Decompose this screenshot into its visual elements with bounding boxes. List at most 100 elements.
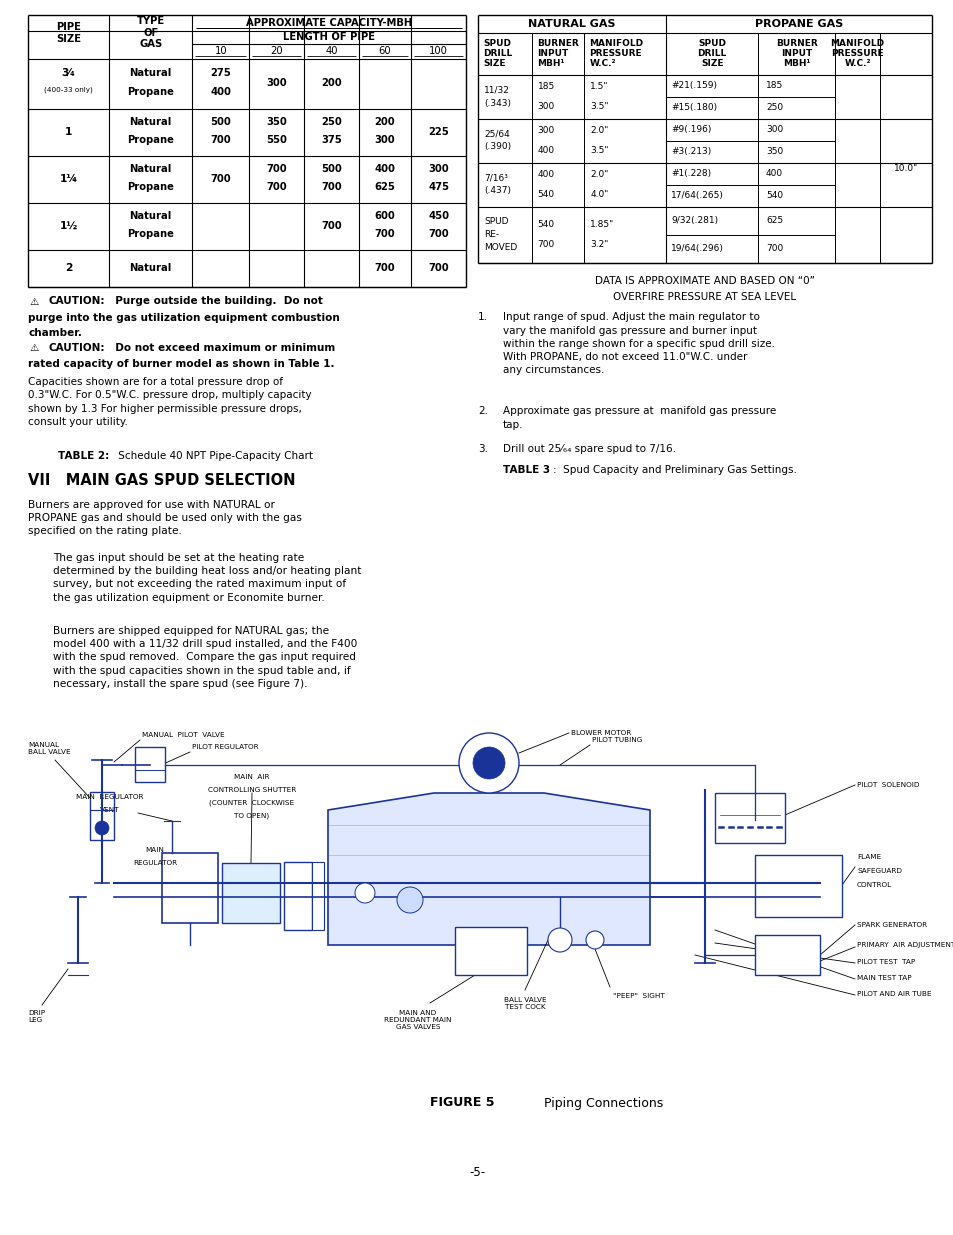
Text: 1¼: 1¼ bbox=[59, 174, 77, 184]
Text: 20: 20 bbox=[270, 46, 283, 57]
Text: 200: 200 bbox=[320, 79, 341, 89]
Text: PRESSURE: PRESSURE bbox=[830, 49, 882, 58]
Text: 600: 600 bbox=[375, 211, 395, 221]
Text: 500: 500 bbox=[210, 116, 231, 127]
Text: 400: 400 bbox=[537, 170, 555, 179]
Text: 700: 700 bbox=[320, 182, 341, 191]
Text: MAIN  REGULATOR: MAIN REGULATOR bbox=[76, 794, 144, 800]
Bar bbox=[284, 862, 312, 930]
Text: 275: 275 bbox=[210, 68, 231, 78]
Text: (.390): (.390) bbox=[483, 142, 511, 152]
Text: PRIMARY  AIR ADJUSTMENT: PRIMARY AIR ADJUSTMENT bbox=[856, 942, 953, 948]
Text: PILOT  SOLENOID: PILOT SOLENOID bbox=[856, 782, 919, 788]
Text: Input range of spud. Adjust the main regulator to
vary the manifold gas pressure: Input range of spud. Adjust the main reg… bbox=[502, 312, 774, 374]
Text: 700: 700 bbox=[211, 135, 231, 144]
Text: PILOT AND AIR TUBE: PILOT AND AIR TUBE bbox=[856, 990, 930, 997]
Polygon shape bbox=[328, 793, 649, 945]
Text: Do not exceed maximum or minimum: Do not exceed maximum or minimum bbox=[108, 342, 335, 352]
Text: 40: 40 bbox=[325, 46, 337, 57]
Text: Natural: Natural bbox=[130, 68, 172, 78]
Text: W.C.²: W.C.² bbox=[589, 59, 616, 68]
Text: CAUTION:: CAUTION: bbox=[48, 342, 105, 352]
Text: 1½: 1½ bbox=[59, 221, 77, 231]
Bar bbox=[754, 935, 820, 974]
Text: MAIN AND
REDUNDANT MAIN
GAS VALVES: MAIN AND REDUNDANT MAIN GAS VALVES bbox=[384, 1010, 452, 1030]
Text: #3(.213): #3(.213) bbox=[671, 147, 711, 156]
Bar bbox=[312, 862, 324, 930]
Text: CONTROLLING SHUTTER: CONTROLLING SHUTTER bbox=[208, 787, 295, 793]
Text: 300: 300 bbox=[537, 126, 555, 135]
Text: Natural: Natural bbox=[130, 116, 172, 127]
Text: 700: 700 bbox=[537, 240, 555, 249]
Text: INPUT: INPUT bbox=[537, 49, 567, 58]
Text: MANIFOLD: MANIFOLD bbox=[830, 40, 883, 48]
Text: 1: 1 bbox=[65, 127, 72, 137]
Text: 375: 375 bbox=[320, 135, 341, 144]
Text: 500: 500 bbox=[320, 164, 341, 174]
Circle shape bbox=[396, 887, 422, 913]
Text: CONTROL: CONTROL bbox=[856, 882, 891, 888]
Text: 300: 300 bbox=[428, 164, 449, 174]
Text: 185: 185 bbox=[537, 82, 555, 91]
Text: MBH¹: MBH¹ bbox=[537, 59, 563, 68]
Text: BURNER: BURNER bbox=[775, 40, 817, 48]
Text: 11/32: 11/32 bbox=[483, 85, 509, 95]
Text: RE-: RE- bbox=[483, 230, 498, 240]
Text: 540: 540 bbox=[765, 191, 782, 200]
Text: NATURAL GAS: NATURAL GAS bbox=[528, 19, 616, 28]
Text: purge into the gas utilization equipment combustion: purge into the gas utilization equipment… bbox=[28, 312, 339, 324]
Text: Capacities shown are for a total pressure drop of
0.3"W.C. For 0.5"W.C. pressure: Capacities shown are for a total pressur… bbox=[28, 377, 312, 427]
Text: 540: 540 bbox=[537, 190, 555, 199]
Text: 2.0": 2.0" bbox=[590, 170, 608, 179]
Text: 300: 300 bbox=[266, 79, 287, 89]
Text: Propane: Propane bbox=[127, 86, 173, 98]
Text: 550: 550 bbox=[266, 135, 287, 144]
Text: #15(.180): #15(.180) bbox=[671, 103, 717, 112]
Circle shape bbox=[473, 747, 504, 779]
Circle shape bbox=[355, 883, 375, 903]
Text: TABLE 3: TABLE 3 bbox=[502, 466, 550, 475]
Text: FLAME: FLAME bbox=[856, 853, 881, 860]
Text: 350: 350 bbox=[765, 147, 782, 156]
Text: MAIN: MAIN bbox=[146, 847, 164, 853]
Text: W.C.²: W.C.² bbox=[843, 59, 870, 68]
Text: BURNER: BURNER bbox=[537, 40, 578, 48]
Text: Propane: Propane bbox=[127, 135, 173, 144]
Text: 200: 200 bbox=[375, 116, 395, 127]
Text: SPUD: SPUD bbox=[483, 217, 508, 226]
Text: 700: 700 bbox=[428, 228, 449, 240]
Text: Natural: Natural bbox=[130, 263, 172, 273]
Text: SPUD: SPUD bbox=[698, 40, 725, 48]
Circle shape bbox=[95, 821, 109, 835]
Text: 700: 700 bbox=[375, 263, 395, 273]
Text: Natural: Natural bbox=[130, 211, 172, 221]
Bar bbox=[714, 793, 784, 844]
Text: PILOT TUBING: PILOT TUBING bbox=[592, 737, 641, 743]
Text: 700: 700 bbox=[428, 263, 449, 273]
Text: chamber.: chamber. bbox=[28, 329, 82, 338]
Text: 540: 540 bbox=[537, 220, 555, 228]
Text: PILOT REGULATOR: PILOT REGULATOR bbox=[192, 743, 258, 750]
Text: 700: 700 bbox=[320, 221, 341, 231]
Text: 400: 400 bbox=[537, 146, 555, 156]
Text: Drill out 25⁄₆₄ spare spud to 7/16.: Drill out 25⁄₆₄ spare spud to 7/16. bbox=[502, 443, 676, 453]
Text: The gas input should be set at the heating rate
determined by the building heat : The gas input should be set at the heati… bbox=[53, 552, 361, 603]
Text: SAFEGUARD: SAFEGUARD bbox=[856, 868, 901, 874]
Text: TABLE 2:: TABLE 2: bbox=[58, 451, 110, 461]
Text: PROPANE GAS: PROPANE GAS bbox=[754, 19, 842, 28]
Text: 3⁄₄: 3⁄₄ bbox=[62, 68, 75, 78]
Text: 2.0": 2.0" bbox=[590, 126, 608, 135]
Text: :  Spud Capacity and Preliminary Gas Settings.: : Spud Capacity and Preliminary Gas Sett… bbox=[553, 466, 796, 475]
Text: Burners are shipped equipped for NATURAL gas; the
model 400 with a 11/32 drill s: Burners are shipped equipped for NATURAL… bbox=[53, 625, 357, 689]
Text: (400-33 only): (400-33 only) bbox=[44, 86, 92, 93]
Circle shape bbox=[585, 931, 603, 948]
Text: REGULATOR: REGULATOR bbox=[132, 860, 177, 866]
Text: MOVED: MOVED bbox=[483, 243, 517, 252]
Text: OVERFIRE PRESSURE AT SEA LEVEL: OVERFIRE PRESSURE AT SEA LEVEL bbox=[613, 291, 796, 303]
Text: PILOT TEST  TAP: PILOT TEST TAP bbox=[856, 960, 914, 965]
Text: CAUTION:: CAUTION: bbox=[48, 296, 105, 306]
Circle shape bbox=[458, 734, 518, 793]
Text: 700: 700 bbox=[211, 174, 231, 184]
Text: 17/64(.265): 17/64(.265) bbox=[671, 191, 723, 200]
Text: MAIN TEST TAP: MAIN TEST TAP bbox=[856, 974, 911, 981]
